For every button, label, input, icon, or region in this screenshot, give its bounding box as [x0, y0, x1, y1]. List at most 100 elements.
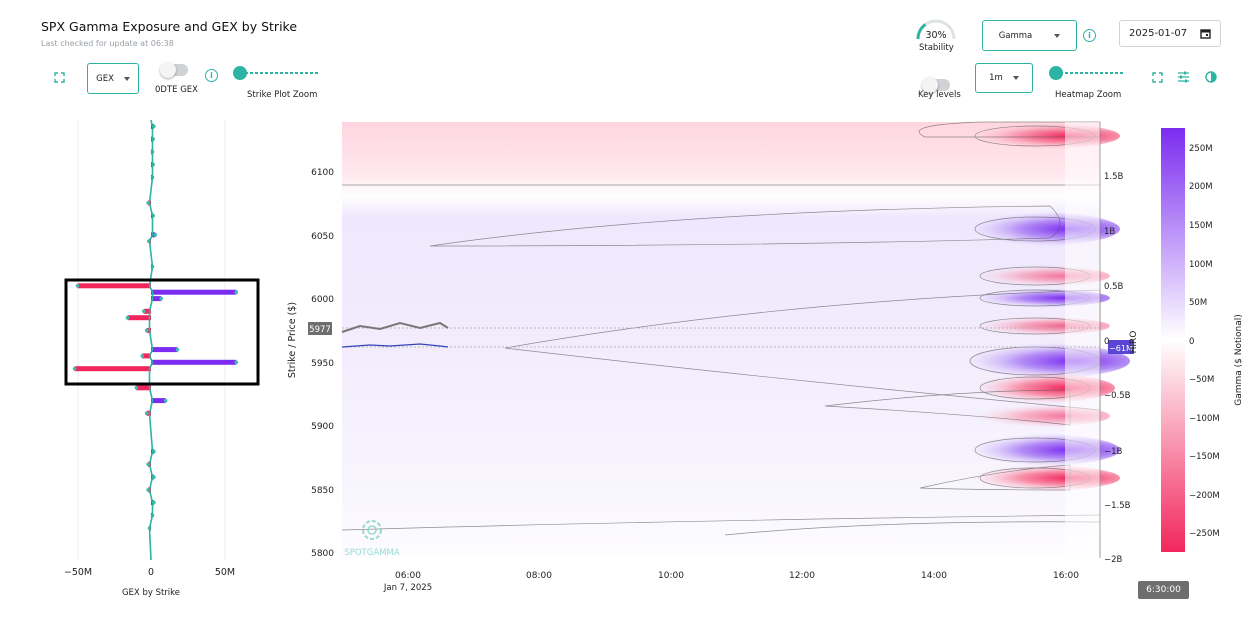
svg-text:SPOTGAMMA: SPOTGAMMA [344, 548, 399, 558]
gex-bar-marker [153, 233, 158, 237]
gex-bar [136, 385, 151, 391]
interval-dropdown-value: 1m [989, 73, 1003, 83]
last-checked-text: Last checked for update at 06:38 [41, 39, 174, 48]
hiro-tick: 1.5B [1104, 172, 1124, 182]
hiro-tick: 0.5B [1104, 282, 1124, 292]
gex-bar-marker [75, 284, 80, 288]
y-axis-label: Strike / Price ($) [287, 302, 298, 378]
stability-gauge-fill [916, 23, 927, 40]
time-badge: 6:30:00 [1138, 581, 1189, 599]
date-picker[interactable]: 2025-01-07 [1119, 20, 1221, 47]
gex-bar-marker [175, 347, 180, 352]
zero-dte-gex-label: 0DTE GEX [155, 85, 198, 95]
hiro-badge-label: −61M [1109, 344, 1133, 353]
y-tick: 5950 [311, 359, 334, 369]
gex-bar-marker [134, 386, 139, 390]
gex-x-tick: −50M [64, 567, 92, 578]
gex-bar-marker [72, 366, 77, 371]
gex-type-dropdown-value: GEX [96, 73, 114, 84]
colorbar-tick: 50M [1189, 298, 1207, 308]
gex-bar-marker [234, 290, 239, 294]
gex-bar-marker [140, 354, 144, 358]
hiro-tick: −1.5B [1104, 501, 1131, 511]
gamma-heatmap[interactable]: 5977 −61M Strike / Price ($) 6100 6050 6… [280, 110, 1160, 600]
chevron-down-icon [123, 76, 130, 81]
gex-bar-marker [141, 309, 146, 314]
colorbar-tick: 200M [1189, 182, 1213, 192]
stability-gauge [916, 19, 956, 40]
colorbar-tick: 0 [1189, 337, 1194, 347]
y-tick: 5800 [311, 549, 334, 559]
colorbar-label: Gamma ($ Notional) [1234, 314, 1244, 406]
metric-dropdown[interactable]: Gamma [982, 20, 1077, 51]
strike-plot-zoom-handle[interactable] [233, 66, 247, 80]
gamma-colorbar: 250M 200M 150M 100M 50M 0 −50M −100M −15… [1161, 128, 1244, 552]
colorbar-tick: 150M [1189, 221, 1213, 231]
hiro-tick: 0 [1104, 337, 1109, 347]
interval-dropdown[interactable]: 1m [975, 63, 1033, 93]
y-tick: 6050 [311, 232, 334, 242]
gex-bar [142, 353, 151, 359]
date-value: 2025-01-07 [1129, 28, 1188, 39]
gex-bar-marker [144, 411, 149, 416]
strike-plot-zoom-track[interactable] [240, 72, 318, 74]
metric-dropdown-value: Gamma [998, 30, 1033, 41]
page-title: SPX Gamma Exposure and GEX by Strike [41, 19, 298, 34]
colorbar-tick: −50M [1189, 375, 1214, 385]
price-badge-label: 5977 [309, 325, 331, 335]
y-tick: 5850 [311, 486, 334, 496]
gex-type-dropdown[interactable]: GEX [87, 63, 139, 94]
x-tick: 10:00 [658, 571, 684, 581]
heatmap-zoom-handle[interactable] [1049, 66, 1063, 80]
x-tick: 16:00 [1053, 571, 1079, 581]
gex-bar-marker [159, 296, 164, 301]
hiro-tick: −2B [1104, 555, 1123, 565]
gex-bar-marker [234, 360, 239, 365]
contrast-icon[interactable] [1202, 68, 1220, 86]
hiro-badge [1108, 340, 1134, 354]
gex-bar [127, 315, 151, 321]
settings-sliders-icon[interactable] [1174, 68, 1192, 86]
y-tick: 6000 [311, 295, 334, 305]
gex-bar [151, 398, 166, 404]
spotgamma-logo: SPOTGAMMA [344, 520, 400, 558]
expand-strike-plot-icon[interactable] [50, 68, 68, 86]
hiro-tick: 1B [1104, 227, 1115, 237]
x-tick: 06:00 [395, 571, 421, 581]
gex-bar [151, 296, 162, 302]
heatmap-zoom-label: Heatmap Zoom [1055, 90, 1122, 100]
y-tick: 5900 [311, 422, 334, 432]
gex-bar-marker [125, 315, 130, 320]
chevron-down-icon [1054, 33, 1061, 38]
strike-plot-zoom-label: Strike Plot Zoom [247, 90, 318, 100]
gex-bar [74, 366, 151, 372]
colorbar-tick: 250M [1189, 144, 1213, 154]
colorbar-tick: −100M [1189, 414, 1220, 424]
gex-x-axis-label: GEX by Strike [122, 588, 180, 598]
hiro-tick: −1B [1104, 447, 1123, 457]
price-badge [308, 322, 332, 335]
key-levels-toggle[interactable] [922, 77, 950, 93]
y-tick: 6100 [311, 168, 334, 178]
price-line [341, 321, 449, 333]
gex-bar [151, 289, 237, 295]
info-icon[interactable]: i [1083, 29, 1096, 42]
gex-bar [143, 308, 151, 314]
heatmap-zoom-track[interactable] [1055, 72, 1123, 74]
expand-heatmap-icon[interactable] [1148, 68, 1166, 86]
chevron-down-icon [1012, 76, 1019, 80]
calendar-icon [1200, 29, 1211, 39]
info-icon[interactable]: i [205, 69, 218, 82]
gex-bar-marker [163, 398, 168, 403]
heatmap-area [342, 122, 1100, 558]
key-levels-label: Key levels [918, 90, 961, 100]
gex-bar [151, 359, 237, 365]
hiro-tick: −0.5B [1104, 391, 1131, 401]
gex-by-strike-chart: −50M 0 50M GEX by Strike [64, 119, 260, 598]
colorbar-tick: −200M [1189, 491, 1220, 501]
zero-dte-gex-toggle[interactable] [160, 62, 188, 78]
x-tick: 12:00 [789, 571, 815, 581]
hiro-line [341, 343, 449, 348]
x-date-label: Jan 7, 2025 [383, 583, 432, 593]
stability-label: Stability [919, 43, 954, 53]
